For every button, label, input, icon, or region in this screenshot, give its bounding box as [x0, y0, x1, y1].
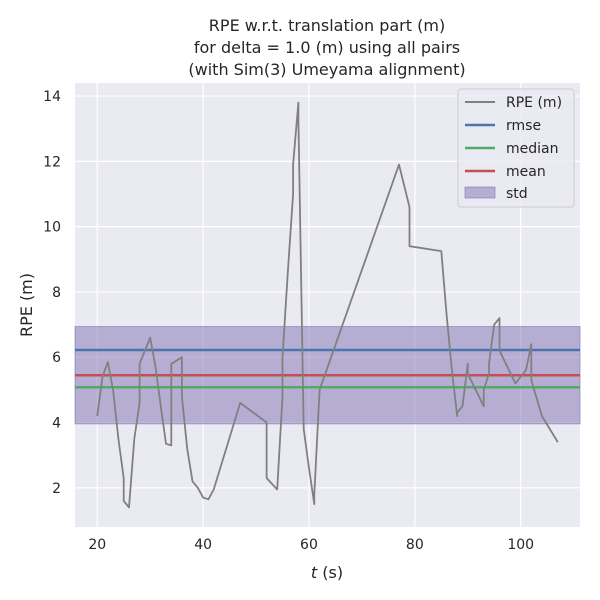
series-group — [96, 101, 559, 509]
y-tick-label-12: 12 — [43, 154, 61, 170]
x-axis-label: t (s) — [311, 563, 343, 582]
legend-swatch-std — [464, 186, 496, 199]
x-tick-label-80: 80 — [406, 537, 424, 553]
legend-label-rmse: rmse — [506, 118, 541, 134]
y-tick-label-14: 14 — [43, 89, 61, 105]
x-tick-labels: 20 40 60 80 100 — [88, 537, 534, 553]
legend-frame — [457, 88, 575, 208]
x-tick-label-60: 60 — [300, 537, 318, 553]
chart-title-line-2: for delta = 1.0 (m) using all pairs — [194, 38, 460, 57]
legend: RPE (m) rmse median mean std — [457, 88, 575, 208]
y-tick-label-6: 6 — [52, 350, 61, 366]
chart-title-line-3: (with Sim(3) Umeyama alignment) — [188, 60, 465, 79]
x-axis-label-unit: (s) — [317, 563, 343, 582]
y-tick-label-4: 4 — [52, 416, 61, 432]
y-axis-label: RPE (m) — [17, 273, 36, 337]
x-tick-label-40: 40 — [194, 537, 212, 553]
rpe-series-line — [96, 101, 559, 509]
y-tick-labels: 2 4 6 8 10 12 14 — [43, 89, 61, 497]
x-tick-label-100: 100 — [507, 537, 534, 553]
x-tick-label-20: 20 — [88, 537, 106, 553]
legend-label-std: std — [506, 186, 528, 202]
chart-title-line-1: RPE w.r.t. translation part (m) — [209, 16, 445, 35]
y-tick-label-2: 2 — [52, 481, 61, 497]
y-tick-label-10: 10 — [43, 220, 61, 236]
stat-lines-group — [75, 348, 580, 389]
legend-label-median: median — [506, 141, 558, 157]
legend-label-rpe: RPE (m) — [506, 95, 562, 111]
y-tick-label-8: 8 — [52, 285, 61, 301]
x-axis-label-var: t — [311, 563, 318, 582]
legend-label-mean: mean — [506, 164, 546, 180]
